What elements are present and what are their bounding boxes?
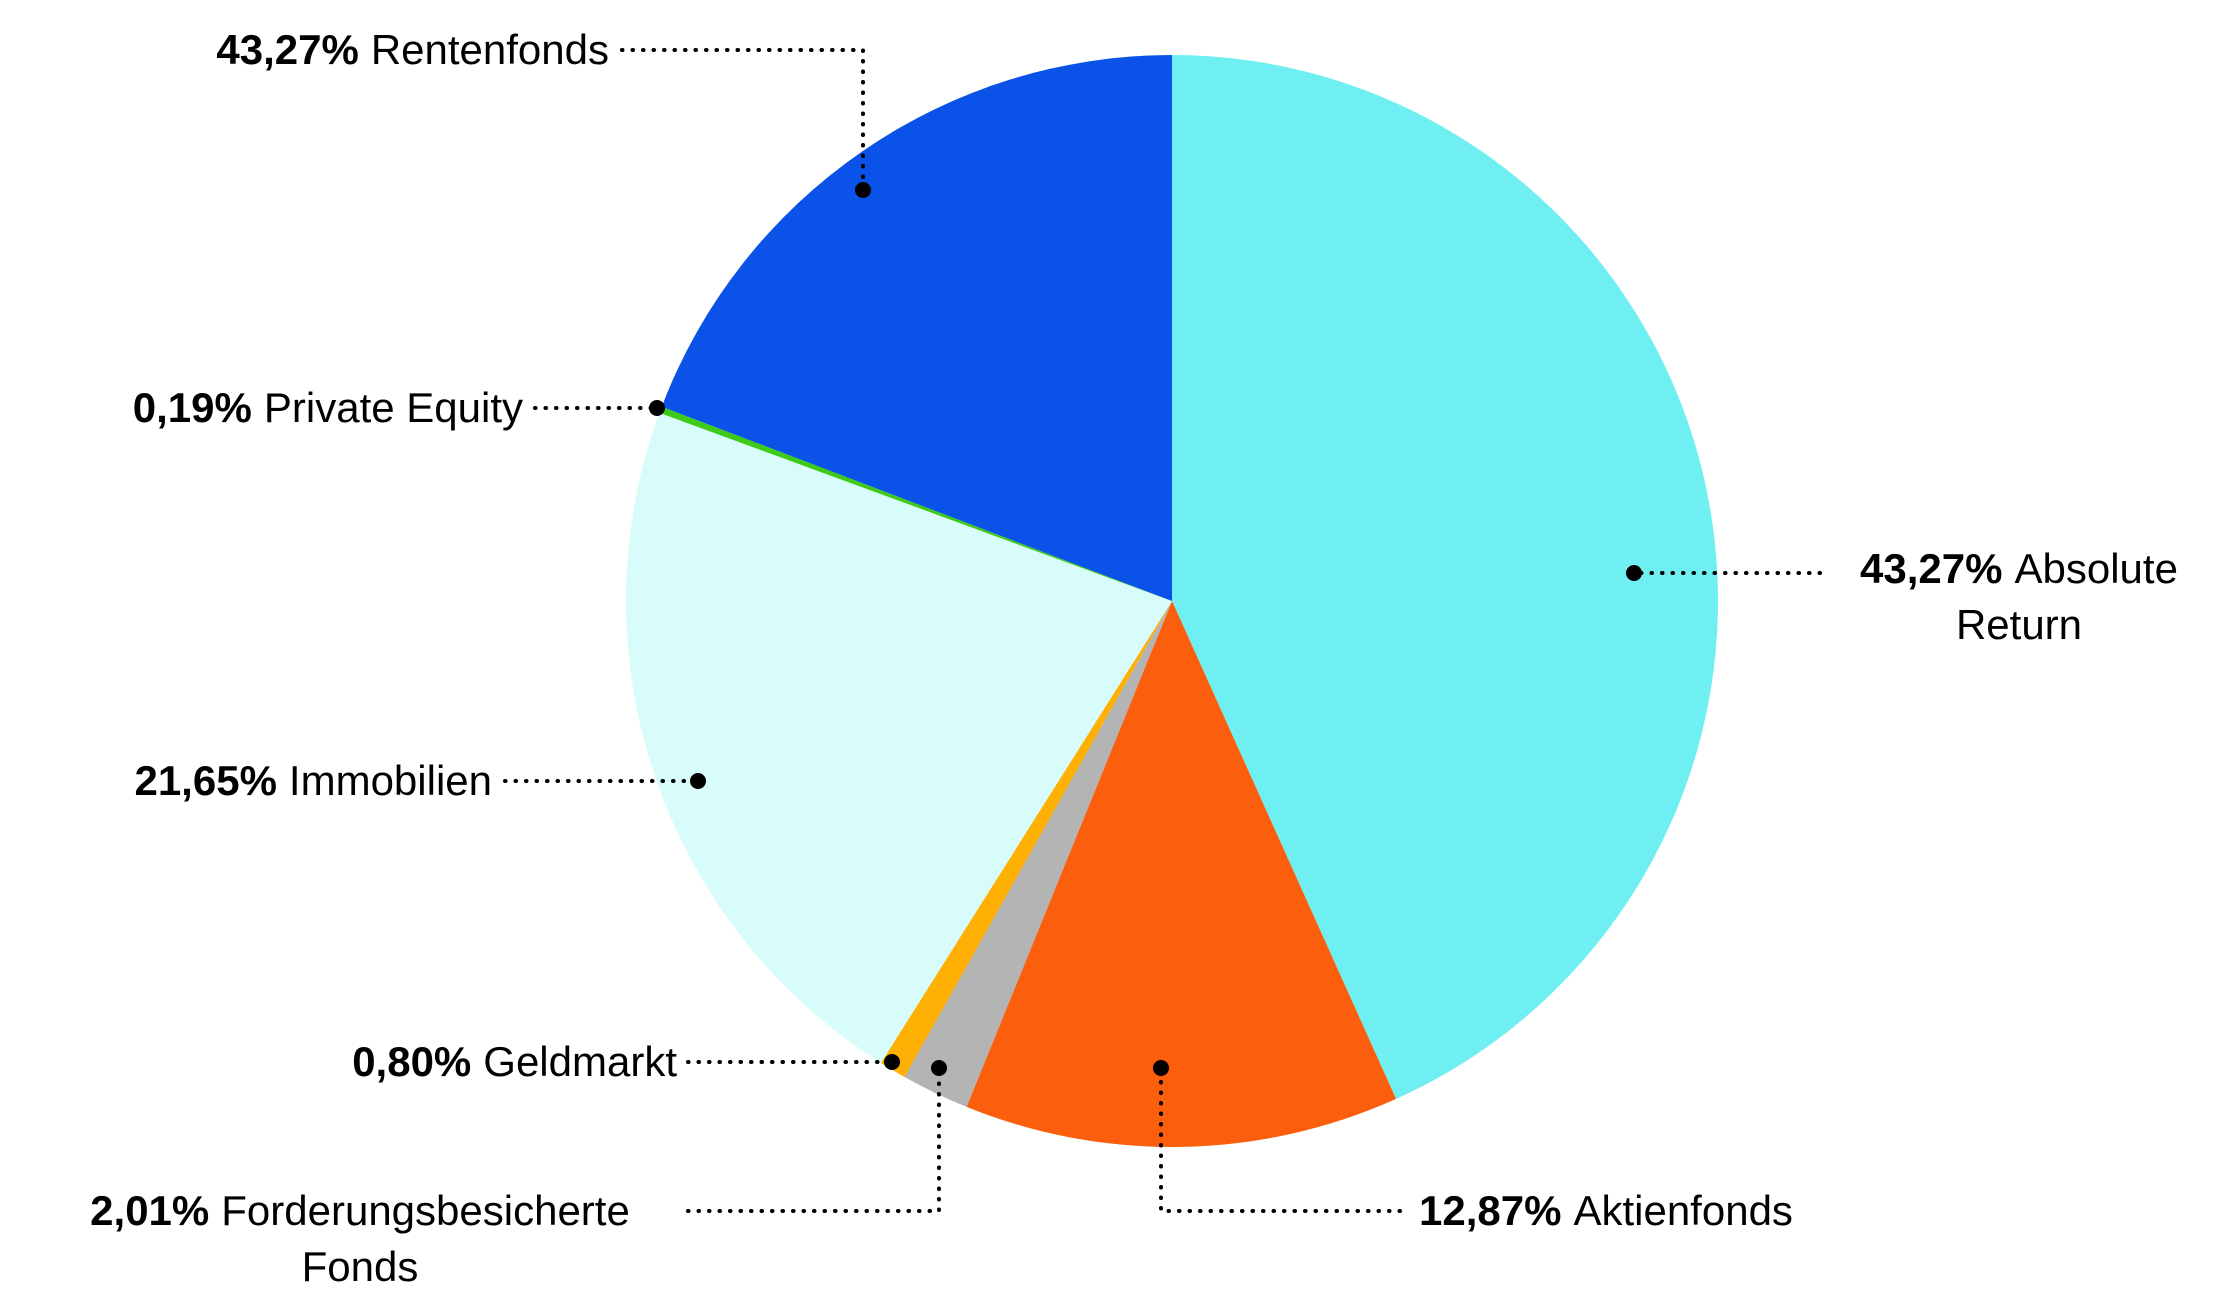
label-immobilien-name: Immobilien — [288, 757, 492, 804]
leader-line-forderungsbesicherte-fonds — [686, 1066, 941, 1213]
pie-slice-rentenfonds — [661, 54, 1172, 601]
leader-line-aktienfonds — [1159, 1066, 1402, 1213]
label-absolute-return: 43,27% Absolute Return — [1839, 541, 2199, 653]
label-private-equity-pct: 0,19% — [132, 384, 252, 431]
label-absolute-return-name: Absolute Return — [1955, 545, 2178, 648]
leader-dot-immobilien — [690, 773, 706, 789]
label-forderungsbesicherte-fonds-name: Forderungsbesicherte Fonds — [221, 1187, 630, 1290]
pie-slice-forderungsbesicherte-fonds — [904, 601, 1172, 1107]
pie-slice-absolute-return — [1172, 55, 1719, 1099]
label-geldmarkt: 0,80% Geldmarkt — [352, 1034, 677, 1090]
leader-dot-geldmarkt — [884, 1054, 900, 1070]
pie-slice-aktienfonds — [966, 601, 1397, 1147]
label-rentenfonds-name: Rentenfonds — [370, 26, 609, 73]
label-immobilien: 21,65% Immobilien — [134, 753, 492, 809]
leader-dot-private-equity — [649, 400, 665, 416]
label-immobilien-pct: 21,65% — [134, 757, 277, 804]
label-aktienfonds: 12,87% Aktienfonds — [1419, 1183, 1793, 1239]
label-rentenfonds-pct: 43,27% — [216, 26, 359, 73]
leader-dot-absolute-return — [1626, 565, 1642, 581]
label-private-equity: 0,19% Private Equity — [133, 380, 523, 436]
label-aktienfonds-name: Aktienfonds — [1573, 1187, 1793, 1234]
leader-line-rentenfonds — [620, 48, 865, 192]
label-rentenfonds: 43,27% Rentenfonds — [216, 22, 609, 78]
leader-dot-aktienfonds — [1153, 1060, 1169, 1076]
label-private-equity-name: Private Equity — [263, 384, 523, 431]
label-forderungsbesicherte-fonds: 2,01% Forderungsbesicherte Fonds — [30, 1183, 690, 1292]
pie-slice-private-equity — [659, 406, 1172, 601]
pie-slice-geldmarkt — [880, 601, 1172, 1077]
label-absolute-return-pct: 43,27% — [1860, 545, 2003, 592]
label-geldmarkt-name: Geldmarkt — [483, 1038, 677, 1085]
leader-dot-rentenfonds — [855, 182, 871, 198]
label-geldmarkt-pct: 0,80% — [352, 1038, 472, 1085]
leader-dot-forderungsbesicherte-fonds — [931, 1060, 947, 1076]
label-aktienfonds-pct: 12,87% — [1419, 1187, 1562, 1234]
pie-slice-immobilien — [625, 412, 1172, 1063]
label-forderungsbesicherte-fonds-pct: 2,01% — [90, 1187, 210, 1234]
